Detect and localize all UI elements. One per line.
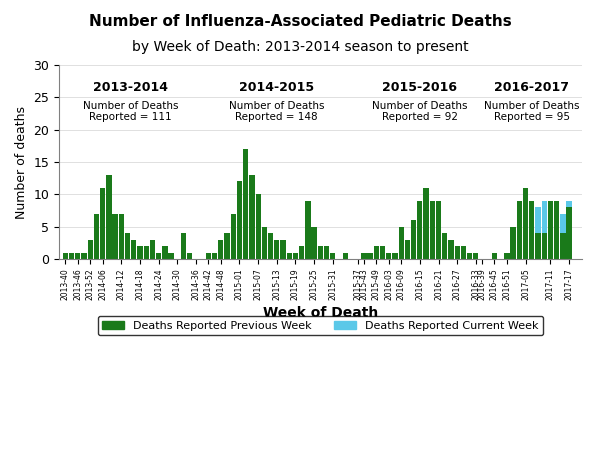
Bar [442, 233, 448, 259]
Bar [181, 233, 186, 259]
Bar [256, 194, 261, 259]
Text: 2016-2017: 2016-2017 [494, 81, 569, 94]
Bar [75, 252, 80, 259]
Bar [560, 233, 566, 259]
Bar [448, 239, 454, 259]
Bar [137, 246, 143, 259]
Bar [100, 188, 106, 259]
Bar [535, 207, 541, 233]
Bar [112, 214, 118, 259]
Bar [566, 201, 572, 207]
Bar [125, 233, 130, 259]
Bar [243, 149, 248, 259]
Bar [361, 252, 367, 259]
Bar [131, 239, 136, 259]
Bar [473, 252, 478, 259]
Bar [268, 233, 273, 259]
Bar [119, 214, 124, 259]
Bar [504, 252, 509, 259]
Bar [535, 233, 541, 259]
Bar [287, 252, 292, 259]
Bar [424, 188, 429, 259]
Bar [467, 252, 472, 259]
Bar [517, 201, 522, 259]
Bar [511, 227, 516, 259]
Text: 2013-2014: 2013-2014 [93, 81, 168, 94]
Bar [224, 233, 230, 259]
Text: by Week of Death: 2013-2014 season to present: by Week of Death: 2013-2014 season to pr… [131, 40, 469, 54]
Bar [417, 201, 422, 259]
Text: Number of Influenza-Associated Pediatric Deaths: Number of Influenza-Associated Pediatric… [89, 14, 511, 28]
Text: Number of Deaths
Reported = 148: Number of Deaths Reported = 148 [229, 100, 325, 122]
Bar [150, 239, 155, 259]
Bar [405, 239, 410, 259]
Bar [324, 246, 329, 259]
Text: 2015-2016: 2015-2016 [382, 81, 457, 94]
Bar [143, 246, 149, 259]
Bar [88, 239, 93, 259]
Bar [274, 239, 280, 259]
Bar [218, 239, 223, 259]
Bar [82, 252, 86, 259]
Bar [187, 252, 193, 259]
Bar [367, 252, 373, 259]
Bar [299, 246, 304, 259]
Bar [169, 252, 174, 259]
Bar [94, 214, 99, 259]
Legend: Deaths Reported Previous Week, Deaths Reported Current Week: Deaths Reported Previous Week, Deaths Re… [98, 316, 543, 335]
Bar [554, 201, 559, 259]
Bar [380, 246, 385, 259]
Bar [461, 246, 466, 259]
Text: Number of Deaths
Reported = 92: Number of Deaths Reported = 92 [372, 100, 467, 122]
Bar [492, 252, 497, 259]
Bar [330, 252, 335, 259]
Bar [566, 207, 572, 259]
Text: 2014-2015: 2014-2015 [239, 81, 314, 94]
Bar [548, 201, 553, 259]
Bar [106, 175, 112, 259]
Bar [63, 252, 68, 259]
Bar [280, 239, 286, 259]
X-axis label: Week of Death: Week of Death [263, 306, 378, 320]
Bar [392, 252, 398, 259]
Bar [436, 201, 441, 259]
Bar [262, 227, 267, 259]
Bar [206, 252, 211, 259]
Bar [318, 246, 323, 259]
Bar [230, 214, 236, 259]
Bar [249, 175, 254, 259]
Bar [311, 227, 317, 259]
Bar [386, 252, 391, 259]
Text: Number of Deaths
Reported = 111: Number of Deaths Reported = 111 [83, 100, 178, 122]
Bar [156, 252, 161, 259]
Bar [411, 220, 416, 259]
Bar [455, 246, 460, 259]
Bar [343, 252, 348, 259]
Bar [237, 181, 242, 259]
Bar [374, 246, 379, 259]
Bar [398, 227, 404, 259]
Bar [293, 252, 298, 259]
Bar [212, 252, 217, 259]
Bar [430, 201, 435, 259]
Bar [162, 246, 167, 259]
Bar [529, 201, 535, 259]
Y-axis label: Number of deaths: Number of deaths [15, 105, 28, 219]
Bar [69, 252, 74, 259]
Bar [523, 188, 528, 259]
Bar [560, 214, 566, 233]
Bar [305, 201, 311, 259]
Bar [542, 233, 547, 259]
Bar [542, 201, 547, 233]
Text: Number of Deaths
Reported = 95: Number of Deaths Reported = 95 [484, 100, 580, 122]
